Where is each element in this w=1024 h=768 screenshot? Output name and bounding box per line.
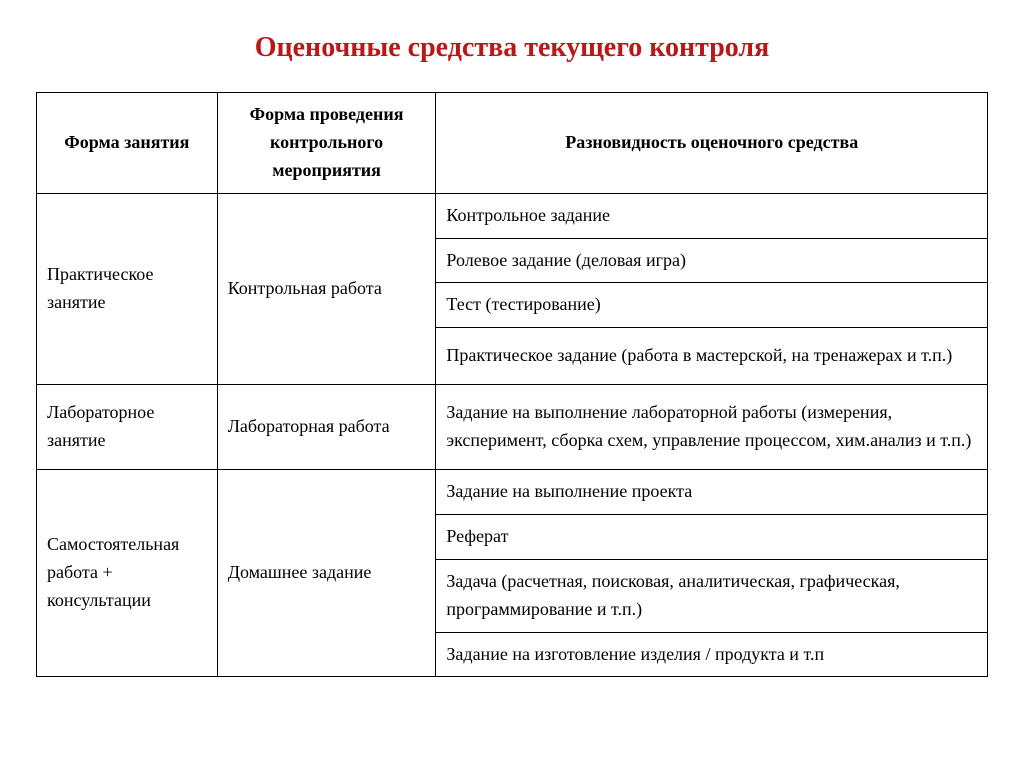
cell-form: Самостоятельная работа + консультации [37, 470, 218, 677]
cell-variety: Тест (тестирование) [436, 283, 988, 328]
cell-variety: Задача (расчетная, поисковая, аналитичес… [436, 559, 988, 632]
table-body: Практическое занятиеКонтрольная работаКо… [37, 193, 988, 677]
cell-control: Контрольная работа [217, 193, 436, 385]
cell-variety: Ролевое задание (деловая игра) [436, 238, 988, 283]
col-header-variety: Разновидность оценочного средства [436, 93, 988, 194]
cell-variety: Реферат [436, 514, 988, 559]
assessment-table: Форма занятия Форма проведения контрольн… [36, 92, 988, 677]
table-header-row: Форма занятия Форма проведения контрольн… [37, 93, 988, 194]
cell-form: Практическое занятие [37, 193, 218, 385]
cell-variety: Задание на выполнение проекта [436, 470, 988, 515]
table-row: Лабораторное занятиеЛабораторная работаЗ… [37, 385, 988, 470]
page-title: Оценочные средства текущего контроля [36, 32, 988, 64]
cell-form: Лабораторное занятие [37, 385, 218, 470]
cell-variety: Контрольное задание [436, 193, 988, 238]
cell-variety: Задание на выполнение лабораторной работ… [436, 385, 988, 470]
cell-variety: Практическое задание (работа в мастерско… [436, 328, 988, 385]
table-row: Самостоятельная работа + консультацииДом… [37, 470, 988, 515]
cell-control: Домашнее задание [217, 470, 436, 677]
col-header-form: Форма занятия [37, 93, 218, 194]
col-header-control: Форма проведения контрольного мероприяти… [217, 93, 436, 194]
table-row: Практическое занятиеКонтрольная работаКо… [37, 193, 988, 238]
cell-control: Лабораторная работа [217, 385, 436, 470]
cell-variety: Задание на изготовление изделия / продук… [436, 632, 988, 677]
